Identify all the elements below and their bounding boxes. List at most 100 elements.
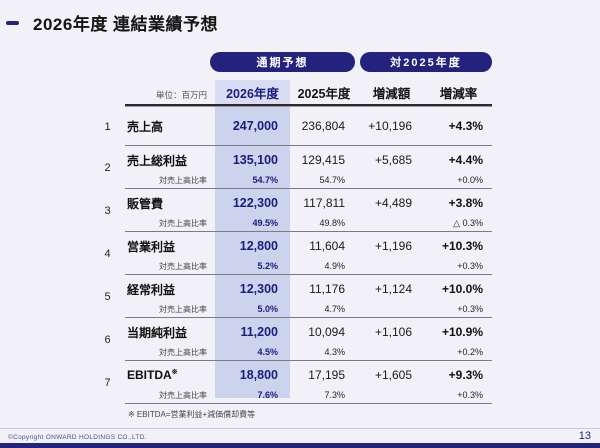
row-number: 1 <box>104 120 111 133</box>
unit-label: 単位：百万円 <box>155 90 207 100</box>
table-row-group-ordinary-profit: 5 経常利益 12,300 11,176 +1,124 +10.0% 対売上高比… <box>90 275 492 318</box>
table-row-group-ebitda: 7 EBITDA※ 18,800 17,195 +1,605 +9.3% 対売上… <box>90 361 492 404</box>
bottom-accent-bar <box>0 443 600 448</box>
row-number: 7 <box>104 376 111 389</box>
ebitda-footnote: ※ EBITDA=営業利益+減価償却費等 <box>128 410 256 419</box>
table-row: 販管費 122,300 117,811 +4,489 +3.8% <box>125 189 492 217</box>
table-row-group-sga: 3 販管費 122,300 117,811 +4,489 +3.8% 対売上高比… <box>90 189 492 232</box>
value-2025: 129,415 <box>301 153 345 167</box>
value-2026: 247,000 <box>232 119 278 133</box>
table-row-group-gross-profit: 2 売上総利益 135,100 129,415 +5,685 +4.4% 対売上… <box>90 146 492 189</box>
value-rate: +10.0% <box>441 282 483 296</box>
ratio-row: 対売上高比率 4.5% 4.3% +0.2% <box>125 346 492 358</box>
page-number: 13 <box>578 430 591 442</box>
badge-row: 通期予想 対2025年度 <box>90 52 492 72</box>
value-rate: +9.3% <box>448 368 483 382</box>
badge-vs-2025: 対2025年度 <box>360 52 492 72</box>
ratio-2025: 54.7% <box>319 175 345 185</box>
value-rate: +4.3% <box>448 119 483 133</box>
ratio-label: 対売上高比率 <box>159 218 207 228</box>
table-row-group-sales: 1 売上高 247,000 236,804 +10,196 +4.3% <box>90 107 492 146</box>
column-header-2025: 2025年度 <box>297 86 351 101</box>
ratio-2025: 4.7% <box>324 304 345 314</box>
value-2026: 12,800 <box>239 239 278 253</box>
value-diff: +1,106 <box>374 325 412 339</box>
row-label: EBITDA※ <box>127 368 178 382</box>
ratio-label: 対売上高比率 <box>159 304 207 314</box>
value-diff: +1,605 <box>374 368 412 382</box>
ratio-2026: 7.6% <box>257 390 278 400</box>
table-row: EBITDA※ 18,800 17,195 +1,605 +9.3% <box>125 361 492 389</box>
value-2025: 10,094 <box>308 325 345 339</box>
value-2026: 18,800 <box>239 368 278 382</box>
ratio-label: 対売上高比率 <box>159 347 207 357</box>
value-diff: +4,489 <box>374 196 412 210</box>
ratio-2025: 4.9% <box>324 261 345 271</box>
value-rate: +4.4% <box>448 153 483 167</box>
row-number: 2 <box>104 161 111 174</box>
value-diff: +10,196 <box>368 119 412 133</box>
row-label: 売上高 <box>127 119 164 134</box>
row-label: 売上総利益 <box>127 153 188 168</box>
ratio-rate: +0.3% <box>457 261 483 271</box>
table-row-group-operating-profit: 4 営業利益 12,800 11,604 +1,196 +10.3% 対売上高比… <box>90 232 492 275</box>
ratio-rate: +0.3% <box>457 390 483 400</box>
ratio-row: 対売上高比率 5.2% 4.9% +0.3% <box>125 260 492 272</box>
ratio-label: 対売上高比率 <box>159 261 207 271</box>
ratio-row: 対売上高比率 7.6% 7.3% +0.3% <box>125 389 492 401</box>
ratio-2026: 5.2% <box>257 261 278 271</box>
value-rate: +10.9% <box>441 325 483 339</box>
value-2026: 122,300 <box>232 196 278 210</box>
ratio-2026: 54.7% <box>252 175 278 185</box>
value-diff: +1,124 <box>374 282 412 296</box>
header-separator <box>125 104 492 107</box>
row-number: 6 <box>104 333 111 346</box>
header-number-spacer <box>90 80 125 104</box>
ratio-row: 対売上高比率 54.7% 54.7% +0.0% <box>125 174 492 186</box>
title-dash-icon <box>6 20 19 25</box>
value-2025: 236,804 <box>301 119 345 133</box>
ratio-rate: +0.0% <box>457 175 483 185</box>
forecast-table: 通期予想 対2025年度 単位：百万円 2026年度 2025年度 増減額 増減… <box>90 52 492 420</box>
value-2025: 11,176 <box>309 282 345 296</box>
table-row-group-net-income: 6 当期純利益 11,200 10,094 +1,106 +10.9% 対売上高… <box>90 318 492 361</box>
page-title: 2026年度 連結業績予想 <box>33 15 219 34</box>
ratio-label: 対売上高比率 <box>159 390 207 400</box>
value-2025: 17,195 <box>308 368 345 382</box>
value-rate: +10.3% <box>441 239 483 253</box>
ratio-2025: 4.3% <box>324 347 345 357</box>
table-header-row: 単位：百万円 2026年度 2025年度 増減額 増減率 <box>90 80 492 104</box>
footer-divider <box>0 428 600 429</box>
ratio-rate: +0.3% <box>457 304 483 314</box>
row-label: 販管費 <box>127 196 164 211</box>
value-diff: +5,685 <box>374 153 412 167</box>
row-label: 経常利益 <box>127 282 176 297</box>
ratio-2026: 5.0% <box>257 304 278 314</box>
row-number: 3 <box>104 204 111 217</box>
row-number: 4 <box>104 247 111 260</box>
ratio-label: 対売上高比率 <box>159 175 207 185</box>
ratio-2026: 4.5% <box>257 347 278 357</box>
value-2025: 11,604 <box>309 239 345 253</box>
ratio-2026: 49.5% <box>252 218 278 228</box>
row-label: 当期純利益 <box>127 325 188 340</box>
badge-full-year-forecast: 通期予想 <box>210 52 355 72</box>
value-2026: 11,200 <box>240 325 278 339</box>
slide-title-block: 2026年度 連結業績予想 <box>6 10 218 35</box>
value-2025: 117,811 <box>303 196 345 210</box>
copyright-text: ©Copyright ONWARD HOLDINGS CO.,LTD. <box>8 434 147 441</box>
column-header-2026: 2026年度 <box>215 80 290 104</box>
ratio-row: 対売上高比率 49.5% 49.8% △ 0.3% <box>125 217 492 229</box>
table-row: 経常利益 12,300 11,176 +1,124 +10.0% <box>125 275 492 303</box>
value-rate: +3.8% <box>448 196 483 210</box>
value-2026: 135,100 <box>232 153 278 167</box>
table-row: 売上高 247,000 236,804 +10,196 +4.3% <box>125 107 492 145</box>
row-number: 5 <box>104 290 111 303</box>
column-header-rate: 増減率 <box>439 86 478 101</box>
value-2026: 12,300 <box>239 282 278 296</box>
ratio-row: 対売上高比率 5.0% 4.7% +0.3% <box>125 303 492 315</box>
ratio-rate: +0.2% <box>457 347 483 357</box>
ratio-2025: 7.3% <box>324 390 345 400</box>
value-diff: +1,196 <box>374 239 412 253</box>
